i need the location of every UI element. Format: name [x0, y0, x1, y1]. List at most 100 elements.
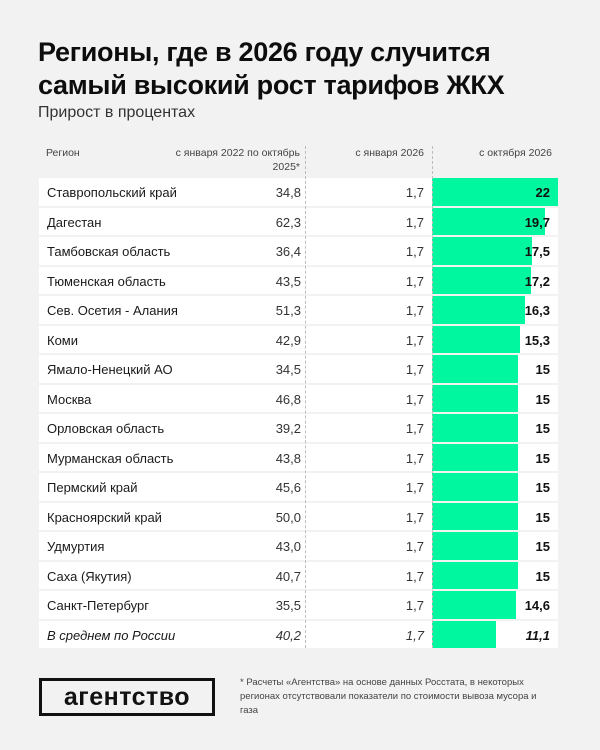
table-row: Красноярский край 50,0 1,7 15 — [39, 502, 558, 530]
data-table: Ставропольский край 34,8 1,7 22 Дагестан 62,3… — [39, 178, 558, 650]
bar-oct-2026 — [432, 443, 518, 471]
value-jan-2026: 1,7 — [405, 332, 424, 348]
footnote: * Расчеты «Агентства» на основе данных Р… — [240, 677, 537, 716]
value-jan-2026: 1,7 — [405, 214, 424, 230]
value-2022-2025: 50,0 — [275, 509, 301, 525]
value-jan-2026: 1,7 — [405, 539, 424, 554]
value-2022-2025: 43,0 — [275, 539, 301, 554]
table-row: Санкт-Петербург 35,5 1,7 14,6 — [39, 591, 558, 619]
region-name: Москва — [47, 391, 92, 407]
region-name: Орловская область — [47, 421, 165, 436]
value-2022-2025: 43,8 — [275, 450, 301, 466]
column-header-jan-2026: с января 2026 — [355, 147, 424, 159]
bar-oct-2026 — [432, 296, 526, 324]
table-row: Пермский край 45,6 1,7 15 — [39, 473, 558, 501]
value-jan-2026: 1,7 — [405, 273, 424, 289]
value-2022-2025: 45,6 — [275, 480, 301, 495]
table-row: Саха (Якутия) 40,7 1,7 15 — [39, 561, 558, 589]
region-name: Тамбовская область — [47, 244, 171, 259]
column-divider — [305, 146, 306, 648]
column-header-region: Регион — [46, 147, 80, 159]
value-2022-2025: 39,2 — [275, 421, 301, 436]
value-oct-2026: 17,2 — [524, 273, 550, 289]
table-row-average: В среднем по России 40,2 1,7 11,1 — [39, 620, 558, 648]
value-2022-2025: 62,3 — [275, 214, 301, 230]
bar-oct-2026 — [432, 532, 518, 560]
column-header-2022-2025: с января 2022 по октябрь 2025* — [175, 147, 300, 173]
value-jan-2026: 1,7 — [405, 244, 424, 259]
value-2022-2025: 51,3 — [275, 303, 301, 318]
value-jan-2026: 1,7 — [405, 185, 424, 200]
bar-oct-2026 — [432, 325, 520, 353]
table-row: Коми 42,9 1,7 15,3 — [39, 325, 558, 353]
value-jan-2026: 1,7 — [405, 509, 424, 525]
value-oct-2026: 11,1 — [525, 627, 550, 643]
value-oct-2026: 15 — [535, 421, 550, 436]
bar-oct-2026 — [432, 355, 518, 383]
table-row: Тюменская область 43,5 1,7 17,2 — [39, 266, 558, 294]
value-oct-2026: 15 — [535, 509, 550, 525]
bar-oct-2026 — [432, 502, 518, 530]
region-name: Ставропольский край — [47, 185, 177, 200]
page-subtitle: Прирост в процентах — [38, 104, 196, 121]
value-2022-2025: 40,7 — [275, 568, 301, 584]
table-row: Москва 46,8 1,7 15 — [39, 384, 558, 412]
bar-oct-2026 — [432, 473, 518, 501]
region-name: Сев. Осетия - Алания — [47, 303, 178, 318]
region-name: Тюменская область — [47, 273, 166, 289]
table-row: Сев. Осетия - Алания 51,3 1,7 16,3 — [39, 296, 558, 324]
value-jan-2026: 1,7 — [405, 598, 424, 613]
value-jan-2026: 1,7 — [405, 362, 424, 377]
column-divider — [432, 146, 433, 648]
table-row: Тамбовская область 36,4 1,7 17,5 — [39, 237, 558, 265]
table-row: Орловская область 39,2 1,7 15 — [39, 414, 558, 442]
value-oct-2026: 19,7 — [524, 214, 550, 230]
bar-oct-2026 — [432, 561, 518, 589]
table-row: Дагестан 62,3 1,7 19,7 — [39, 207, 558, 235]
value-jan-2026: 1,7 — [405, 480, 424, 495]
bar-oct-2026 — [432, 591, 516, 619]
value-jan-2026: 1,7 — [405, 391, 424, 407]
value-2022-2025: 35,5 — [275, 598, 301, 613]
region-name: Саха (Якутия) — [47, 568, 132, 584]
value-2022-2025: 34,5 — [275, 362, 301, 377]
region-name: Ямало-Ненецкий АО — [47, 362, 173, 377]
region-name: Мурманская область — [47, 450, 174, 466]
bar-oct-2026 — [432, 266, 531, 294]
value-oct-2026: 15 — [535, 539, 550, 554]
bar-oct-2026 — [432, 237, 533, 265]
value-2022-2025: 43,5 — [275, 273, 301, 289]
value-oct-2026: 15,3 — [524, 332, 550, 348]
value-oct-2026: 15 — [535, 362, 550, 377]
bar-oct-2026 — [432, 384, 518, 412]
bar-oct-2026 — [432, 207, 545, 235]
value-oct-2026: 16,3 — [524, 303, 550, 318]
bar-oct-2026 — [432, 414, 518, 442]
bar-oct-2026 — [432, 620, 496, 648]
value-jan-2026: 1,7 — [405, 421, 424, 436]
value-oct-2026: 15 — [535, 391, 550, 407]
column-header-oct-2026: с октября 2026 — [479, 147, 552, 159]
value-oct-2026: 15 — [535, 568, 550, 584]
value-oct-2026: 22 — [535, 185, 550, 200]
value-2022-2025: 34,8 — [275, 185, 301, 200]
value-jan-2026: 1,7 — [405, 568, 424, 584]
region-name: Пермский край — [47, 480, 138, 495]
table-row: Ямало-Ненецкий АО 34,5 1,7 15 — [39, 355, 558, 383]
region-name: Дагестан — [47, 214, 102, 230]
value-oct-2026: 15 — [535, 450, 550, 466]
value-jan-2026: 1,7 — [405, 450, 424, 466]
table-row: Удмуртия 43,0 1,7 15 — [39, 532, 558, 560]
region-name: Санкт-Петербург — [47, 598, 149, 613]
agentstvo-logo: агентство — [39, 678, 215, 716]
value-jan-2026: 1,7 — [405, 303, 424, 318]
value-2022-2025: 46,8 — [275, 391, 301, 407]
region-name: Красноярский край — [47, 509, 162, 525]
value-2022-2025: 40,2 — [275, 627, 301, 643]
table-row: Ставропольский край 34,8 1,7 22 — [39, 178, 558, 206]
value-2022-2025: 42,9 — [275, 332, 301, 348]
region-name: Коми — [47, 332, 79, 348]
region-name: Удмуртия — [47, 539, 105, 554]
region-name: В среднем по России — [47, 627, 176, 643]
table-row: Мурманская область 43,8 1,7 15 — [39, 443, 558, 471]
